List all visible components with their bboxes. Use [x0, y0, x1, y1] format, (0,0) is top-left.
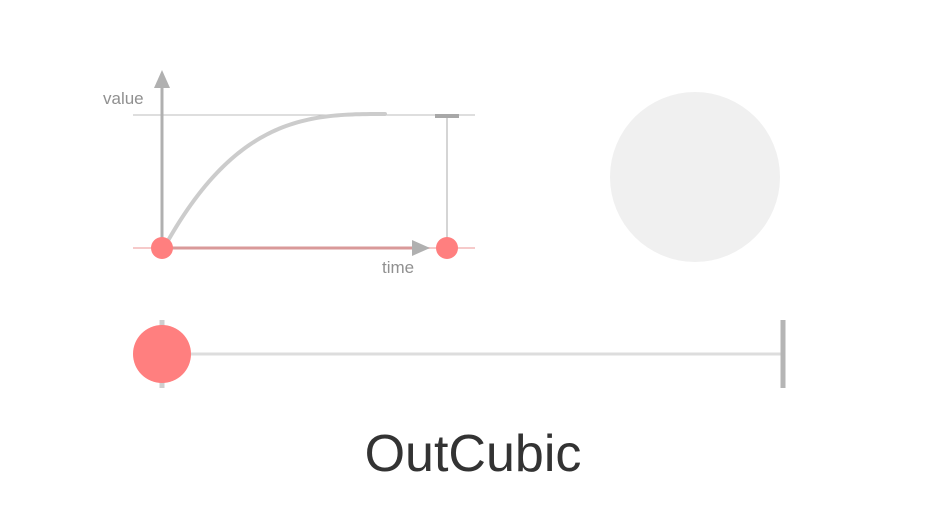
value-meter-marker	[436, 237, 458, 259]
time-axis-label: time	[382, 258, 414, 277]
value-axis-label: value	[103, 89, 144, 108]
preview-circle	[610, 92, 780, 262]
easing-name: OutCubic	[365, 425, 582, 483]
value-axis-arrow-icon	[154, 70, 170, 88]
translation-ball[interactable]	[133, 325, 191, 383]
time-axis-arrow-icon	[412, 240, 430, 256]
time-marker	[151, 237, 173, 259]
easing-curve	[163, 112, 387, 248]
